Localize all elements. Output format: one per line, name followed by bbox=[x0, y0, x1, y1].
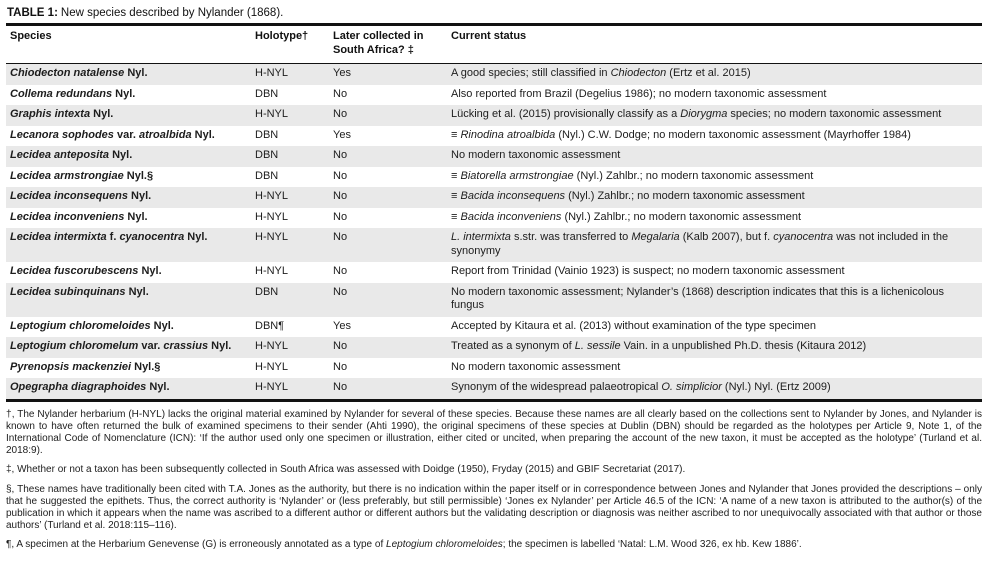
table-row: Leptogium chloromelum var. crassius Nyl.… bbox=[6, 337, 982, 358]
later-in-sa-cell: No bbox=[329, 187, 447, 208]
species-table: Species Holotype† Later collected in South… bbox=[6, 23, 982, 402]
species-cell: Lecidea armstrongiae Nyl.§ bbox=[10, 169, 154, 182]
table-row: Opegrapha diagraphoides Nyl. H-NYL No Synon… bbox=[6, 378, 982, 400]
table-row: Lecanora sophodes var. atroalbida Nyl. DB… bbox=[6, 126, 982, 147]
holotype-cell: H-NYL bbox=[251, 105, 329, 126]
table-row: Collema redundans Nyl. DBN No Also reported… bbox=[6, 85, 982, 106]
column-header-holotype: Holotype† bbox=[251, 24, 329, 64]
status-cell: No modern taxonomic assessment bbox=[447, 146, 982, 167]
footnote: †, The Nylander herbarium (H-NYL) lacks … bbox=[6, 408, 982, 457]
table-row: Lecidea inconsequens Nyl. H-NYL No ≡ Bacida… bbox=[6, 187, 982, 208]
later-in-sa-cell: Yes bbox=[333, 319, 351, 332]
later-in-sa-cell: No bbox=[329, 105, 447, 126]
species-cell: Pyrenopsis mackenziei Nyl.§ bbox=[10, 360, 161, 373]
species-cell: Lecidea inconveniens Nyl. bbox=[10, 210, 148, 223]
table-number-label: TABLE 1: bbox=[7, 7, 58, 19]
holotype-cell: H-NYL bbox=[251, 378, 329, 400]
later-in-sa-cell: No bbox=[329, 337, 447, 358]
later-in-sa-cell: No bbox=[329, 378, 447, 400]
holotype-cell: DBN¶ bbox=[255, 319, 285, 332]
species-cell: Chiodecton natalense Nyl. bbox=[6, 63, 251, 85]
status-cell: Also reported from Brazil (Degelius 1986… bbox=[451, 87, 827, 100]
later-in-sa-cell: Yes bbox=[333, 128, 351, 141]
holotype-cell: DBN bbox=[251, 146, 329, 167]
table-row: Lecidea inconveniens Nyl. H-NYL No ≡ Bacida… bbox=[6, 208, 982, 229]
header-row: Species Holotype† Later collected in South… bbox=[6, 24, 982, 64]
status-cell: Synonym of the widespread palaeotropical… bbox=[447, 378, 982, 400]
holotype-cell: H-NYL bbox=[251, 228, 329, 262]
species-cell: Lecidea anteposita Nyl. bbox=[6, 146, 251, 167]
status-cell: L. intermixta s.str. was transferred to … bbox=[447, 228, 982, 262]
table-row: Chiodecton natalense Nyl. H-NYL Yes A good … bbox=[6, 63, 982, 85]
species-cell: Leptogium chloromelum var. crassius Nyl. bbox=[6, 337, 251, 358]
later-in-sa-cell: No bbox=[333, 210, 348, 223]
later-in-sa-cell: No bbox=[329, 146, 447, 167]
footnote: ¶, A specimen at the Herbarium Genevense… bbox=[6, 539, 802, 551]
status-cell: Report from Trinidad (Vainio 1923) is su… bbox=[451, 265, 845, 277]
holotype-cell: DBN bbox=[255, 87, 279, 100]
species-cell: Lecidea subinquinans Nyl. bbox=[6, 282, 251, 317]
column-header-current-status: Current status bbox=[447, 24, 982, 64]
status-cell: ≡ Bacida inconveniens (Nyl.) Zahlbr.; no… bbox=[451, 210, 802, 223]
table-caption: New species described by Nylander (1868)… bbox=[60, 7, 284, 19]
later-in-sa-cell: No bbox=[333, 87, 348, 100]
species-cell: Graphis intexta Nyl. bbox=[6, 105, 251, 126]
status-cell: Treated as a synonym of L. sessile Vain.… bbox=[447, 337, 982, 358]
table-row: Lecidea armstrongiae Nyl.§ DBN No ≡ Biatore… bbox=[6, 167, 982, 188]
status-cell: ≡ Biatorella armstrongiae (Nyl.) Zahlbr.… bbox=[451, 169, 814, 182]
later-in-sa-cell: No bbox=[333, 265, 348, 277]
later-in-sa-cell: No bbox=[329, 228, 447, 262]
table-body: Chiodecton natalense Nyl. H-NYL Yes A good … bbox=[6, 63, 982, 400]
table-row: Lecidea anteposita Nyl. DBN No No modern ta… bbox=[6, 146, 982, 167]
holotype-cell: H-NYL bbox=[251, 187, 329, 208]
table-row: Pyrenopsis mackenziei Nyl.§ H-NYL No No mod… bbox=[6, 358, 982, 379]
status-cell: A good species; still classified in Chio… bbox=[447, 63, 982, 85]
holotype-cell: DBN bbox=[251, 282, 329, 317]
status-cell: No modern taxonomic assessment bbox=[451, 360, 621, 373]
later-in-sa-cell: No bbox=[333, 169, 348, 182]
column-header-later-sa: Later collected in South Africa? ‡ bbox=[329, 24, 447, 64]
table-row: Lecidea fuscorubescens Nyl. H-NYL No Report… bbox=[6, 262, 982, 283]
holotype-cell: H-NYL bbox=[255, 265, 289, 277]
species-cell: Lecanora sophodes var. atroalbida Nyl. bbox=[10, 128, 215, 141]
table-row: Leptogium chloromeloides Nyl. DBN¶ Yes Acce… bbox=[6, 317, 982, 338]
column-header-species: Species bbox=[6, 24, 251, 64]
holotype-cell: H-NYL bbox=[251, 337, 329, 358]
status-cell: No modern taxonomic assessment; Nylander… bbox=[447, 282, 982, 317]
later-in-sa-cell: No bbox=[329, 282, 447, 317]
species-cell: Leptogium chloromeloides Nyl. bbox=[10, 319, 174, 332]
later-in-sa-cell: No bbox=[333, 360, 348, 373]
holotype-cell: H-NYL bbox=[255, 210, 289, 223]
later-in-sa-cell: Yes bbox=[329, 63, 447, 85]
holotype-cell: DBN bbox=[255, 128, 279, 141]
species-cell: Collema redundans Nyl. bbox=[10, 87, 136, 100]
status-cell: ≡ Bacida inconsequens (Nyl.) Zahlbr.; no… bbox=[447, 187, 982, 208]
species-cell: Lecidea intermixta f. cyanocentra Nyl. bbox=[6, 228, 251, 262]
table-row: Lecidea intermixta f. cyanocentra Nyl. H-… bbox=[6, 228, 982, 262]
species-cell: Lecidea inconsequens Nyl. bbox=[6, 187, 251, 208]
table-header: Species Holotype† Later collected in South… bbox=[6, 24, 982, 64]
footnotes-section: †, The Nylander herbarium (H-NYL) lacks … bbox=[6, 409, 982, 552]
table-title: TABLE 1: New species described by Nylande… bbox=[7, 6, 982, 20]
holotype-cell: H-NYL bbox=[251, 63, 329, 85]
footnote: ‡, Whether or not a taxon has been subse… bbox=[6, 464, 686, 476]
holotype-cell: DBN bbox=[255, 169, 279, 182]
holotype-cell: H-NYL bbox=[255, 360, 289, 373]
table-row: Graphis intexta Nyl. H-NYL No Lücking et al… bbox=[6, 105, 982, 126]
footnote: §, These names have traditionally been c… bbox=[6, 483, 982, 532]
status-cell: Lücking et al. (2015) provisionally clas… bbox=[447, 105, 982, 126]
table-row: Lecidea subinquinans Nyl. DBN No No modern … bbox=[6, 282, 982, 317]
status-cell: ≡ Rinodina atroalbida (Nyl.) C.W. Dodge;… bbox=[451, 128, 911, 141]
species-cell: Opegrapha diagraphoides Nyl. bbox=[6, 378, 251, 400]
species-cell: Lecidea fuscorubescens Nyl. bbox=[10, 265, 162, 277]
status-cell: Accepted by Kitaura et al. (2013) withou… bbox=[451, 319, 817, 332]
